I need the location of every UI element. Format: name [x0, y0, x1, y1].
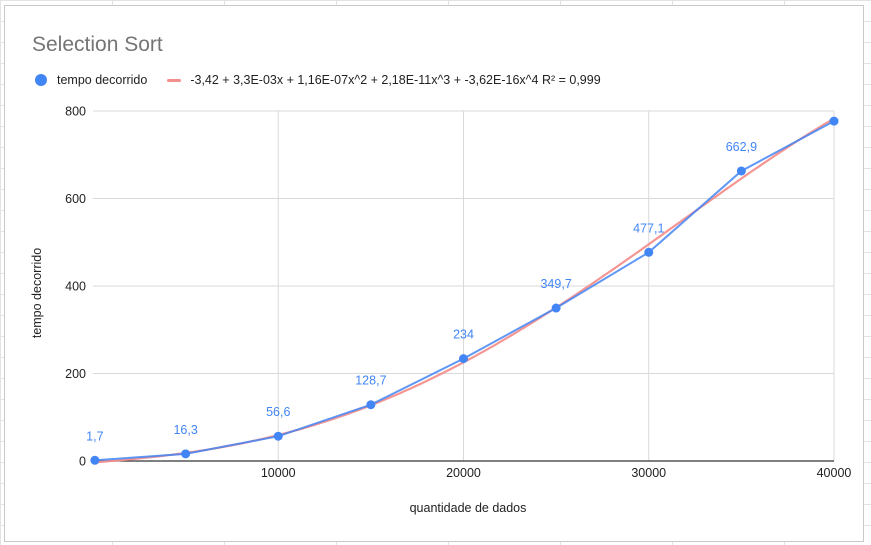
- data-point: [736, 166, 746, 176]
- data-point: [644, 247, 654, 257]
- series-group: [90, 116, 839, 465]
- data-point: [90, 455, 100, 465]
- series-line: [94, 120, 835, 462]
- data-labels-group: 1,7 16,3 56,6 128,7 234 349,7 477,1 662,9: [86, 140, 757, 443]
- data-point: [459, 354, 468, 364]
- legend-trendline-label: -3,42 + 3,3E-03x + 1,16E-07x^2 + 2,18E-1…: [190, 73, 601, 87]
- y-tick-label: 400: [65, 280, 86, 294]
- x-tick-label: 20000: [446, 466, 481, 480]
- legend-series-label: tempo decorrido: [57, 73, 148, 87]
- data-label: 56,6: [266, 405, 290, 419]
- data-point: [829, 116, 839, 126]
- data-label: 128,7: [355, 374, 386, 388]
- x-tick-label: 30000: [631, 466, 666, 480]
- y-tick-label: 0: [79, 455, 86, 469]
- data-label: 349,7: [540, 277, 571, 291]
- data-point: [181, 449, 191, 459]
- chart-title: Selection Sort: [32, 33, 163, 56]
- data-label: 1,7: [86, 429, 103, 443]
- data-point: [551, 303, 561, 313]
- legend-trendline-marker-icon: [167, 78, 182, 82]
- data-point: [273, 431, 283, 441]
- chart-card[interactable]: Selection Sort tempo decorrido -3,42 + 3…: [4, 5, 864, 542]
- axes: 0 200 400 600 800 10000 20000 30000 40000: [65, 105, 851, 481]
- x-tick-label: 10000: [261, 466, 296, 480]
- y-axis-label: tempo decorrido: [30, 248, 44, 338]
- grid-lines: [93, 110, 835, 461]
- data-point: [366, 400, 376, 410]
- legend-series-marker-icon: [35, 74, 47, 86]
- data-label: 16,3: [173, 423, 197, 437]
- y-tick-label: 600: [65, 192, 86, 206]
- data-label: 234: [453, 328, 474, 342]
- x-axis-label: quantidade de dados: [410, 501, 527, 515]
- y-tick-label: 800: [65, 105, 86, 119]
- y-tick-label: 200: [65, 367, 86, 381]
- data-label: 477,1: [633, 221, 664, 235]
- x-tick-label: 40000: [817, 466, 852, 480]
- data-label: 662,9: [726, 140, 757, 154]
- chart-legend: tempo decorrido -3,42 + 3,3E-03x + 1,16E…: [35, 73, 601, 87]
